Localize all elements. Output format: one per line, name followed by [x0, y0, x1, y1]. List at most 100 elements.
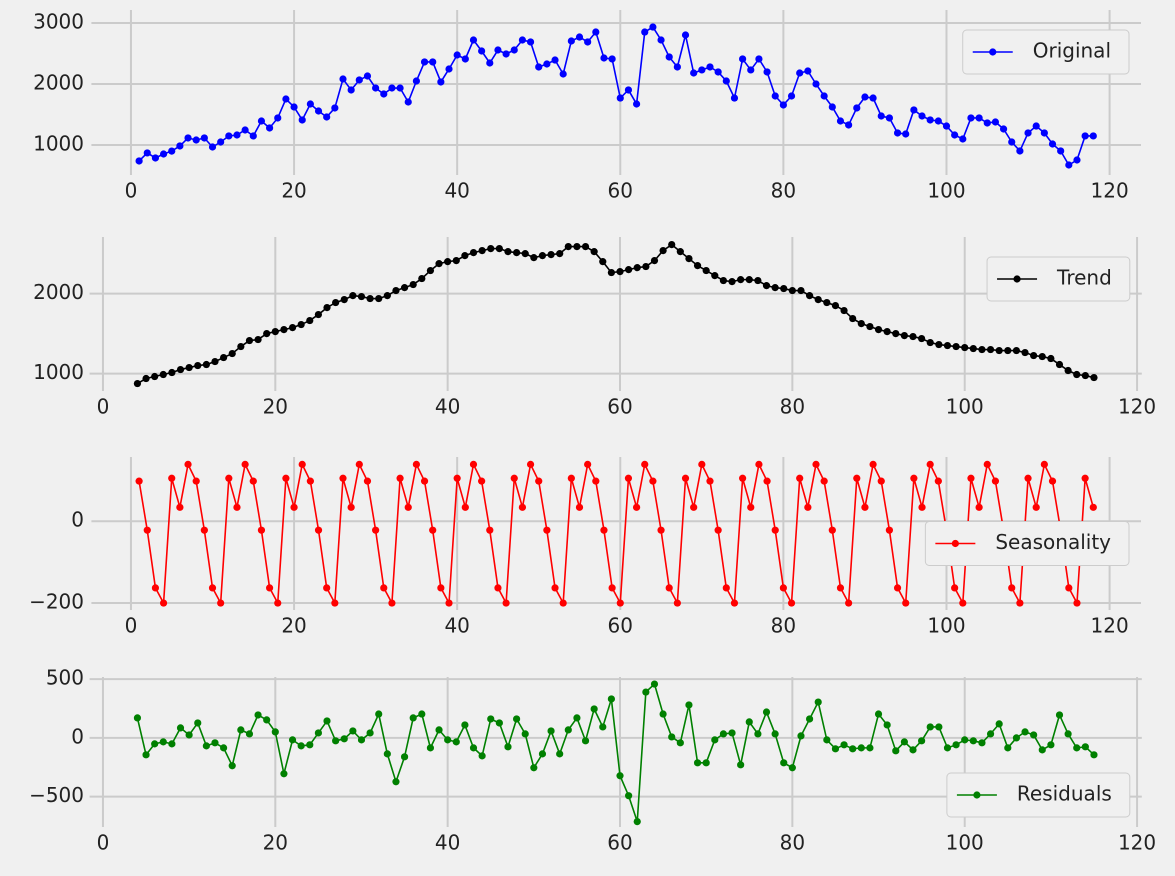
data-point — [805, 715, 814, 723]
data-point — [245, 336, 254, 345]
data-point — [383, 292, 391, 300]
data-point — [551, 56, 559, 64]
data-point — [355, 460, 363, 468]
data-point — [1057, 147, 1065, 155]
x-tick-label: 120 — [1091, 614, 1129, 638]
data-point — [877, 477, 885, 485]
x-tick-label: 120 — [1118, 831, 1156, 855]
data-point — [538, 252, 547, 260]
data-point — [814, 698, 822, 706]
data-point — [420, 477, 429, 485]
legend-box — [924, 521, 1130, 566]
data-point — [1055, 360, 1064, 369]
data-point — [340, 296, 348, 304]
data-point — [426, 266, 435, 275]
data-point — [526, 460, 535, 468]
data-point — [926, 723, 934, 731]
data-point — [934, 477, 942, 485]
data-point — [728, 729, 736, 737]
legend-box — [986, 256, 1131, 302]
data-point — [969, 344, 977, 353]
data-point — [673, 599, 681, 607]
data-point — [486, 59, 494, 67]
data-point — [220, 744, 228, 752]
data-point — [650, 680, 659, 688]
data-point — [745, 718, 753, 726]
x-tick-label: 20 — [281, 179, 306, 203]
data-point — [722, 77, 730, 85]
data-point — [849, 745, 857, 753]
data-point — [396, 84, 404, 92]
data-point — [592, 477, 600, 485]
data-point — [657, 36, 665, 44]
data-point — [194, 361, 202, 370]
data-point — [202, 360, 210, 369]
data-point — [444, 258, 452, 266]
data-point — [323, 113, 331, 121]
data-point — [745, 276, 753, 284]
data-point — [225, 474, 233, 482]
data-point — [632, 100, 641, 108]
data-point — [339, 75, 347, 83]
data-point — [693, 759, 702, 767]
data-point — [469, 248, 478, 257]
data-point — [900, 738, 908, 746]
data-point — [564, 726, 572, 734]
data-point — [909, 332, 917, 341]
data-point — [668, 240, 676, 249]
data-point — [372, 526, 380, 534]
data-point — [357, 292, 366, 301]
data-point — [796, 474, 804, 482]
data-point — [975, 114, 983, 122]
y-tick-label: 2000 — [33, 70, 84, 94]
data-point — [290, 103, 298, 111]
data-point — [608, 584, 616, 592]
data-point — [739, 55, 747, 63]
data-point — [823, 298, 831, 307]
data-point — [306, 100, 314, 108]
legend-label: Trend — [1056, 266, 1112, 290]
data-point — [340, 735, 348, 743]
data-point — [869, 94, 877, 102]
data-point — [812, 460, 820, 468]
data-point — [754, 730, 762, 738]
data-point — [737, 276, 745, 284]
data-point — [282, 474, 290, 482]
data-point — [1090, 751, 1098, 759]
data-point — [228, 762, 236, 770]
data-point — [538, 750, 547, 758]
data-point — [625, 792, 633, 800]
data-point — [1008, 138, 1016, 146]
data-point — [396, 474, 404, 482]
data-point — [995, 720, 1003, 728]
data-point — [1021, 348, 1029, 357]
data-point — [797, 286, 805, 295]
data-point — [1012, 346, 1021, 355]
data-point — [951, 131, 959, 139]
data-point — [564, 242, 572, 251]
data-point — [347, 86, 355, 94]
data-point — [185, 731, 193, 739]
y-tick-label: 1000 — [33, 360, 84, 384]
data-point — [444, 736, 452, 744]
data-point — [698, 66, 706, 74]
data-point — [978, 739, 986, 747]
legend-box — [946, 772, 1131, 818]
data-point — [866, 322, 874, 331]
x-tick-label: 120 — [1118, 395, 1156, 419]
data-point — [142, 374, 150, 383]
data-point — [804, 503, 812, 511]
data-point — [926, 460, 934, 468]
data-point — [607, 695, 615, 703]
legend: Seasonality — [924, 521, 1130, 566]
data-point — [607, 268, 615, 277]
data-point — [143, 149, 151, 157]
data-point — [676, 248, 684, 256]
data-point — [762, 282, 771, 290]
data-point — [1073, 744, 1081, 752]
series-line — [138, 25, 1094, 167]
data-point — [693, 262, 702, 270]
data-point — [983, 119, 991, 127]
data-point — [314, 310, 322, 319]
data-point — [754, 276, 762, 285]
